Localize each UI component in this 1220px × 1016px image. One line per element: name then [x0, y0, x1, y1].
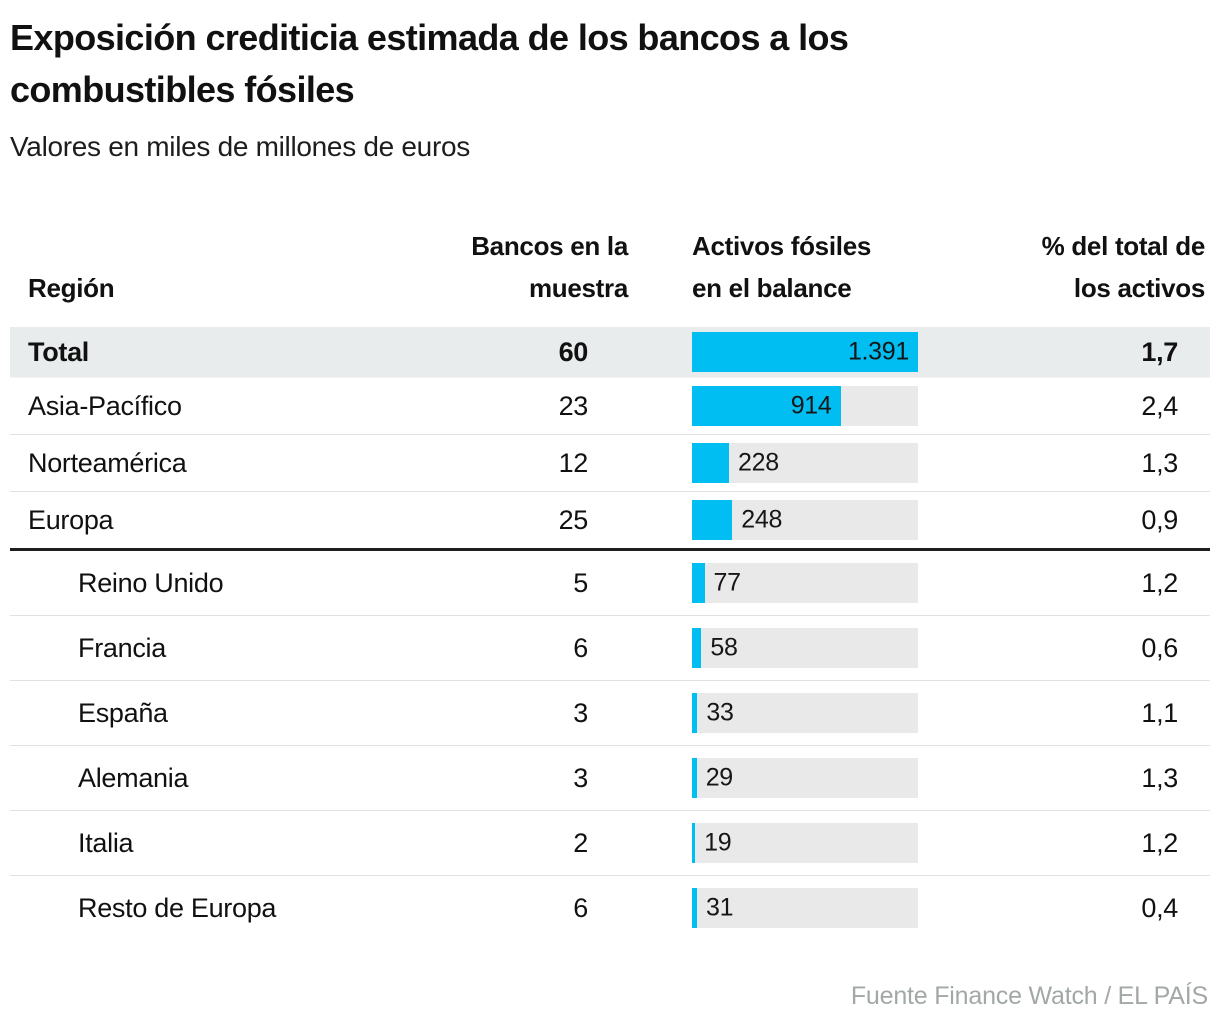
fossil-assets-value: 58 — [710, 633, 738, 662]
column-header-region: Región — [28, 273, 115, 303]
column-gap — [588, 583, 692, 584]
pct-of-assets-value: 1,7 — [1141, 336, 1178, 367]
banks-in-sample-value: 25 — [558, 504, 589, 535]
fossil-assets-bar-fill — [692, 500, 733, 540]
column-gap — [588, 908, 692, 909]
banks-in-sample-value: 2 — [573, 827, 588, 858]
region-label: Europa — [28, 504, 114, 535]
banks-in-sample-value: 3 — [573, 762, 588, 793]
fossil-assets-value: 248 — [741, 505, 783, 534]
column-gap — [588, 352, 692, 353]
region-label: Asia-Pacífico — [28, 390, 182, 421]
banks-in-sample-value: 3 — [573, 697, 588, 728]
fossil-assets-value: 77 — [713, 568, 742, 597]
fossil-assets-bar-fill — [692, 758, 697, 798]
column-header-pct-line1: % del total de — [1041, 231, 1206, 261]
page-subtitle: Valores en miles de millones de euros — [10, 131, 470, 162]
source-credit: Fuente Finance Watch / EL PAÍS — [850, 982, 1208, 1010]
table-row: Reino Unido 5 77 1,2 — [10, 551, 1210, 616]
column-header-assets: Activos fósiles en el balance — [692, 225, 871, 309]
pct-of-assets-value: 2,4 — [1141, 390, 1178, 421]
fossil-assets-bar-track: 228 — [692, 443, 918, 483]
region-label: Francia — [78, 632, 166, 663]
fossil-assets-bar-track: 77 — [692, 563, 918, 603]
table-row: Norteamérica 12 228 1,3 — [10, 435, 1210, 492]
region-label: Norteamérica — [28, 447, 187, 478]
fossil-assets-bar-fill — [692, 823, 696, 863]
column-gap — [588, 778, 692, 779]
table-row: Total 60 1.391 1,7 — [10, 327, 1210, 378]
column-gap — [588, 520, 692, 521]
fossil-assets-value: 914 — [790, 391, 832, 420]
pct-of-assets-value: 1,1 — [1141, 697, 1178, 728]
pct-of-assets-value: 1,2 — [1141, 827, 1178, 858]
fossil-assets-value: 29 — [705, 763, 734, 792]
region-label: Resto de Europa — [78, 892, 277, 923]
column-gap — [588, 463, 692, 464]
fossil-assets-value: 1.391 — [847, 337, 909, 366]
banks-in-sample-value: 6 — [573, 892, 588, 923]
column-header-banks: Bancos en la muestra — [471, 225, 628, 309]
fossil-assets-bar-fill — [692, 693, 698, 733]
fossil-assets-bar-track: 19 — [692, 823, 918, 863]
banks-in-sample-value: 12 — [558, 447, 589, 478]
fossil-assets-bar-track: 914 — [692, 386, 918, 426]
pct-of-assets-value: 0,6 — [1141, 632, 1178, 663]
table-row: Alemania 3 29 1,3 — [10, 746, 1210, 811]
fossil-assets-bar-fill — [692, 628, 702, 668]
fossil-assets-bar-track: 1.391 — [692, 332, 918, 372]
banks-in-sample-value: 5 — [573, 567, 588, 598]
fossil-assets-bar-track: 29 — [692, 758, 918, 798]
column-header-pct-line2: los activos — [1073, 273, 1205, 303]
fossil-assets-bar-fill — [692, 443, 729, 483]
fossil-assets-value: 31 — [706, 893, 734, 922]
column-gap — [588, 406, 692, 407]
fossil-assets-bar-track: 31 — [692, 888, 918, 928]
banks-in-sample-value: 60 — [558, 336, 589, 367]
pct-of-assets-value: 1,3 — [1141, 762, 1178, 793]
column-header-banks-line1: Bancos en la — [471, 231, 628, 261]
table-header-row: Región Bancos en la muestra Activos fósi… — [10, 225, 1210, 309]
region-label: España — [78, 697, 168, 728]
region-label: Total — [28, 336, 89, 367]
column-gap — [588, 713, 692, 714]
banks-in-sample-value: 23 — [558, 390, 589, 421]
table-row: Asia-Pacífico 23 914 2,4 — [10, 378, 1210, 435]
pct-of-assets-value: 0,9 — [1141, 504, 1178, 535]
fossil-assets-bar-track: 33 — [692, 693, 918, 733]
table-row: Italia 2 19 1,2 — [10, 811, 1210, 876]
banks-in-sample-value: 6 — [573, 632, 588, 663]
table-row: Resto de Europa 6 31 0,4 — [10, 876, 1210, 940]
pct-of-assets-value: 0,4 — [1141, 892, 1178, 923]
fossil-assets-value: 228 — [738, 448, 779, 477]
table-row: España 3 33 1,1 — [10, 681, 1210, 746]
table-body: Total 60 1.391 1,7 Asia-Pacífico 23 914 2,4 Nort… — [10, 327, 1210, 940]
region-label: Italia — [78, 827, 134, 858]
fossil-assets-value: 19 — [704, 828, 732, 857]
page-title: Exposición crediticia estimada de los ba… — [10, 17, 849, 110]
fossil-assets-bar-track: 58 — [692, 628, 918, 668]
pct-of-assets-value: 1,2 — [1141, 567, 1178, 598]
column-header-assets-line1: Activos fósiles — [692, 231, 872, 261]
fossil-assets-bar-fill — [692, 888, 697, 928]
fossil-assets-bar-fill — [692, 332, 918, 372]
fossil-assets-bar-fill — [692, 563, 705, 603]
pct-of-assets-value: 1,3 — [1141, 447, 1178, 478]
table-row: Francia 6 58 0,6 — [10, 616, 1210, 681]
fossil-assets-bar-track: 248 — [692, 500, 918, 540]
column-header-assets-line2: en el balance — [692, 273, 852, 303]
column-gap — [588, 648, 692, 649]
column-gap — [588, 843, 692, 844]
table-row: Europa 25 248 0,9 — [10, 492, 1210, 551]
fossil-assets-value: 33 — [706, 698, 734, 727]
fossil-assets-bar-fill — [692, 386, 841, 426]
region-label: Alemania — [78, 762, 189, 793]
region-label: Reino Unido — [78, 567, 224, 598]
column-header-pct: % del total de los activos — [1041, 225, 1206, 309]
column-header-banks-line2: muestra — [528, 273, 628, 303]
